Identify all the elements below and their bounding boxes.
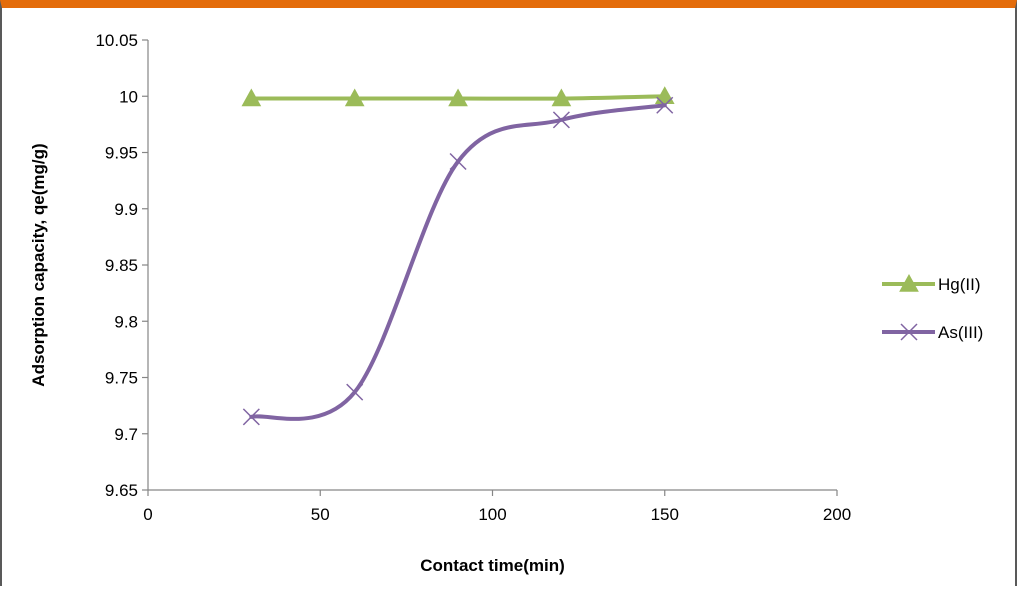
legend-marker [900,323,918,341]
data-point-hg-ii [448,88,468,107]
legend-label: As(III) [938,323,983,342]
data-point-as-iii [656,96,674,114]
y-tick-label: 9.75 [105,369,138,388]
x-tick-label: 150 [651,505,679,524]
data-point-as-iii [449,152,467,171]
marker-stroke [656,96,674,114]
legend: Hg(II) As(III) [882,273,983,342]
data-point-hg-ii [241,88,262,107]
y-tick-label: 9.95 [105,144,138,163]
legend-marker [899,273,919,292]
legend-item-hg-ii: Hg(II) [882,273,981,294]
series-hg-ii [241,86,675,107]
data-point-hg-ii [551,88,572,107]
legend-label: Hg(II) [938,275,981,294]
series-line-as-iii [249,103,667,421]
data-point-as-iii [346,383,364,401]
line-chart: 9.65 9.7 9.75 9.8 9.85 9.9 9.95 10 10.05 0 50 100 1… [29,31,983,575]
x-axis-title: Contact time(min) [420,556,565,575]
series-as-iii [242,96,674,426]
y-tick-label: 10 [119,87,138,106]
legend-item-as-iii: As(III) [882,323,983,342]
y-axis-title: Adsorption capacity, qe(mg/g) [29,143,48,386]
data-point-as-iii [242,408,260,426]
x-tick-label: 100 [478,505,506,524]
y-tick-label: 9.65 [105,481,138,500]
series-layer [241,86,675,426]
x-axis-ticks: 0 50 100 150 200 [143,490,851,524]
y-tick-label: 10.05 [95,31,138,50]
y-tick-label: 9.7 [114,425,138,444]
data-point-hg-ii [344,88,365,107]
marker-stroke [900,323,918,341]
y-tick-label: 9.85 [105,256,138,275]
marker-stroke [346,383,364,401]
marker-stroke [449,152,467,171]
y-tick-label: 9.9 [114,200,138,219]
x-tick-label: 200 [823,505,851,524]
data-point-as-iii [552,111,570,129]
x-tick-label: 50 [311,505,330,524]
x-tick-label: 0 [143,505,152,524]
y-tick-label: 9.8 [114,312,138,331]
marker-stroke [552,111,570,129]
marker-stroke [242,408,260,426]
axes [147,40,837,491]
y-axis-ticks: 9.65 9.7 9.75 9.8 9.85 9.9 9.95 10 10.05 [95,31,148,500]
